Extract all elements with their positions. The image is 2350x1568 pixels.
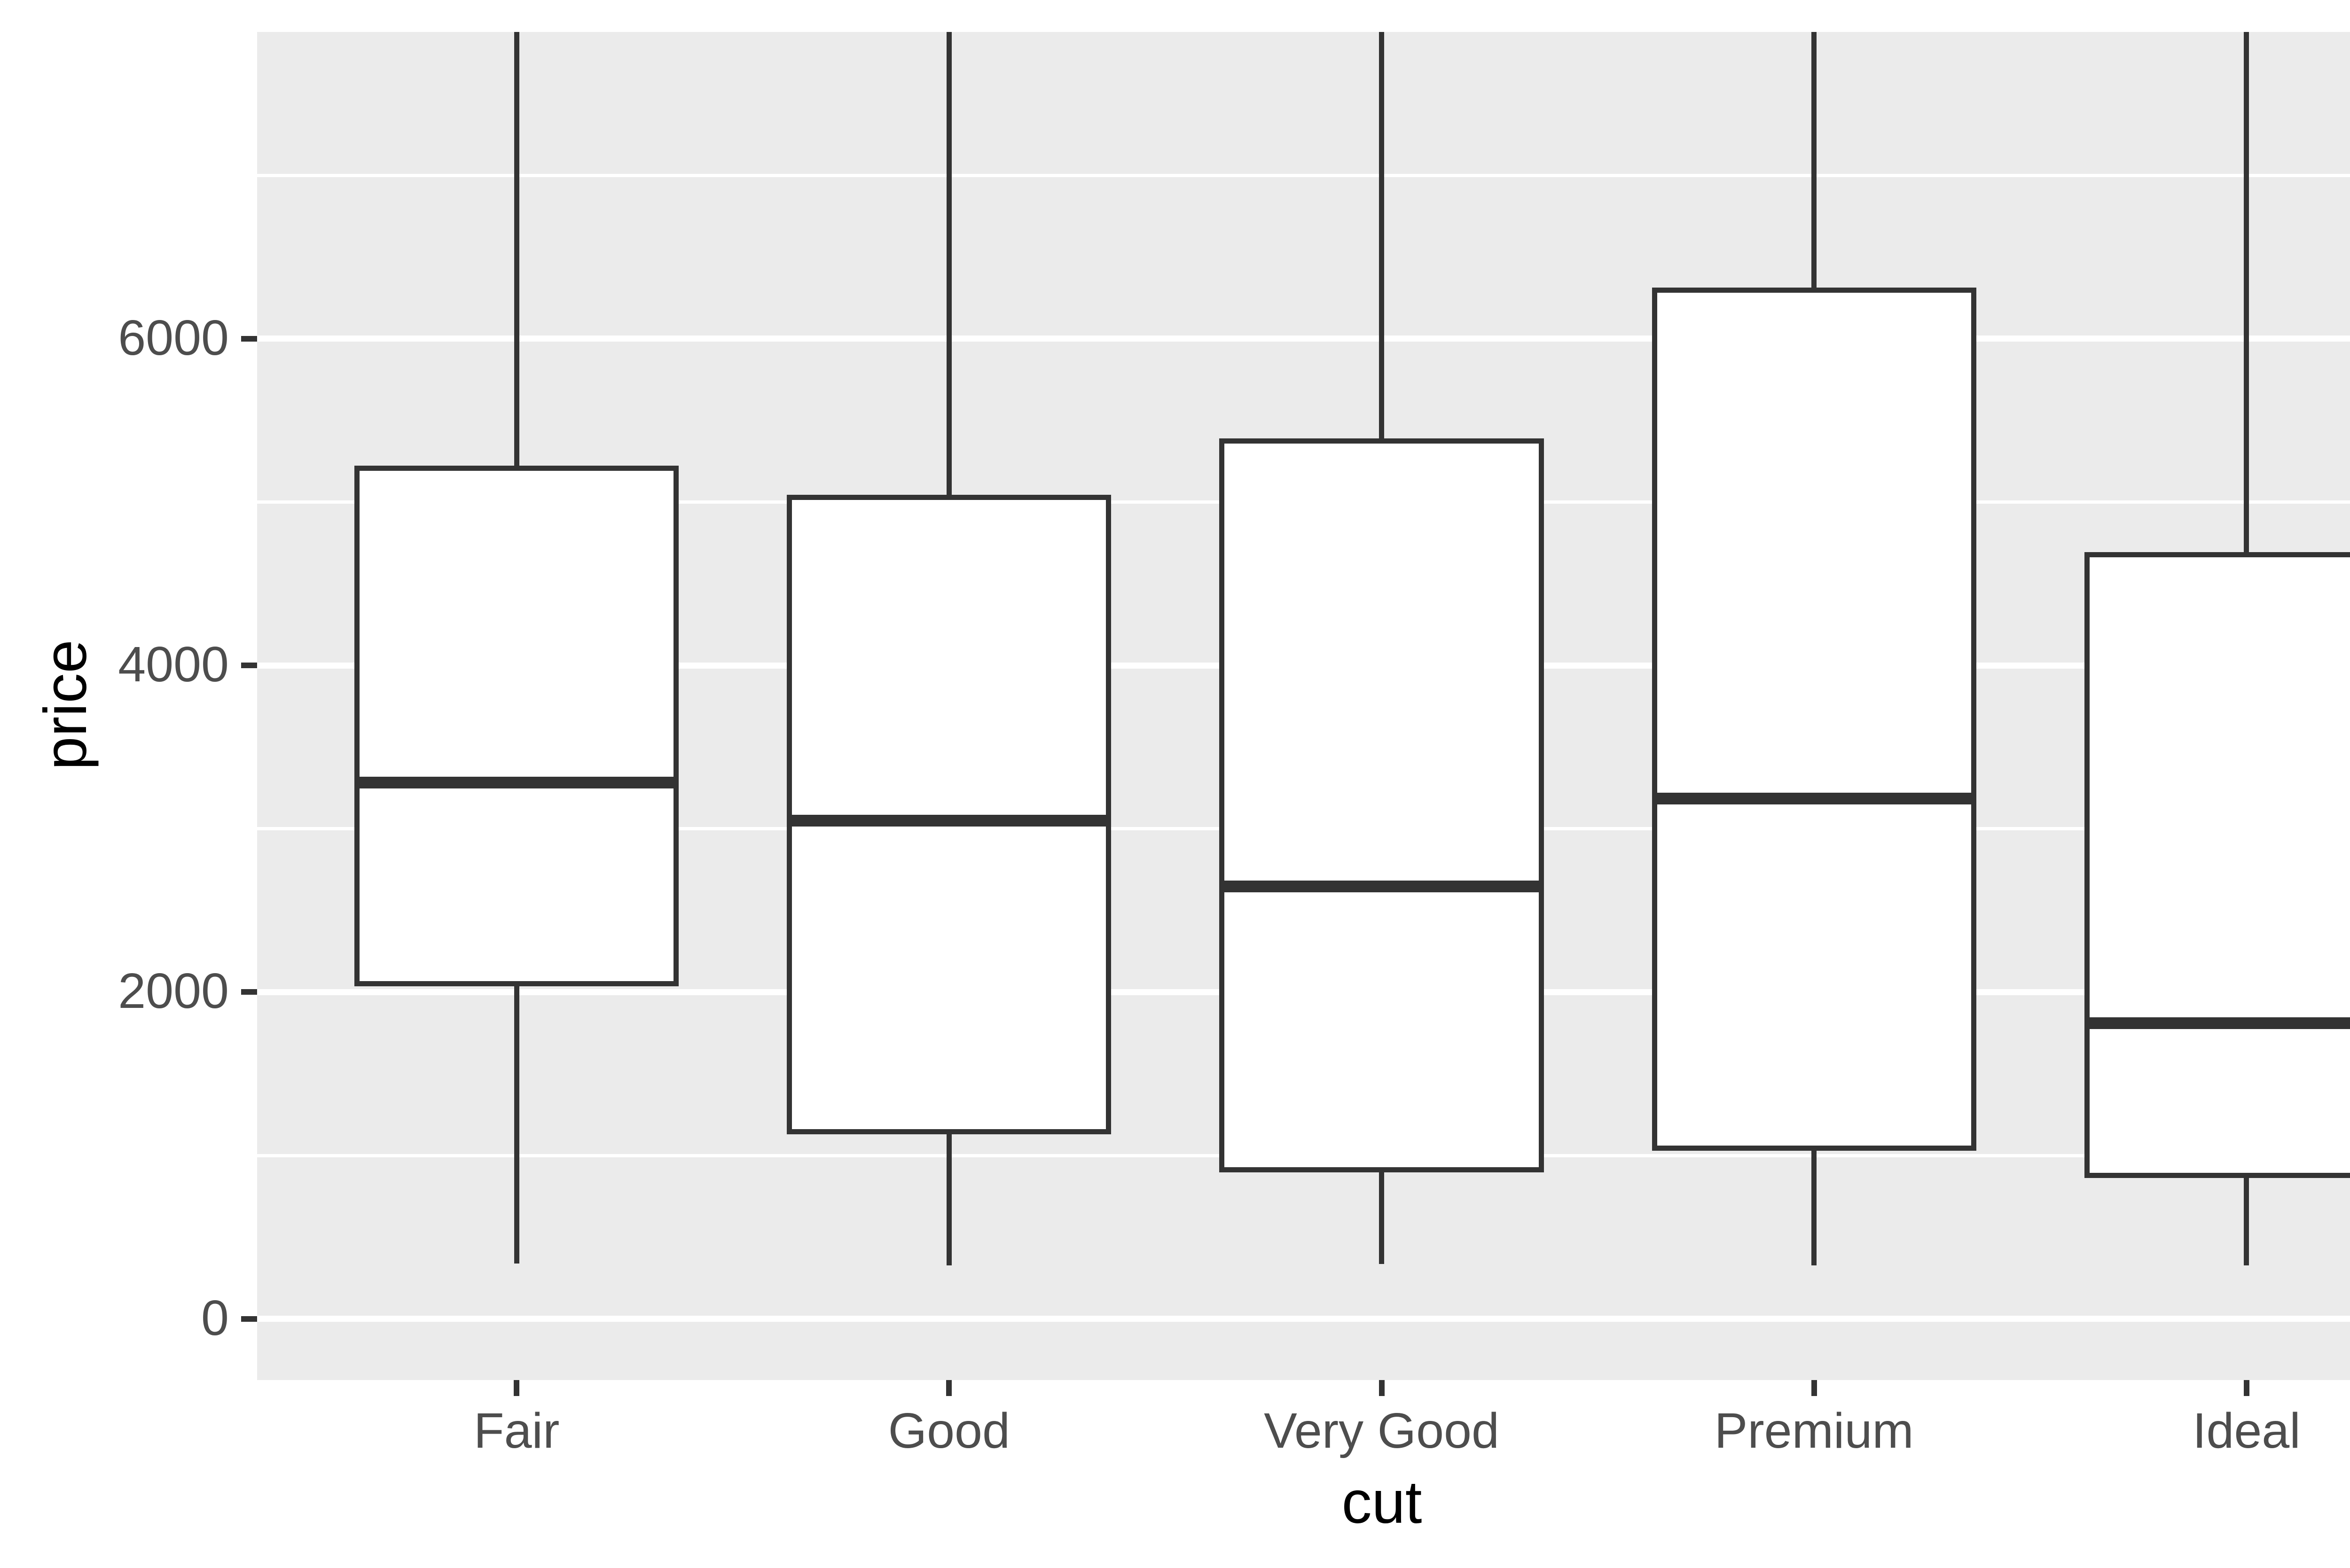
x-tick-mark — [2243, 1380, 2249, 1396]
median-line — [1219, 880, 1544, 892]
x-tick-mark — [514, 1380, 520, 1396]
iqr-box — [1219, 438, 1544, 1173]
median-line — [354, 777, 679, 789]
major-gridline — [257, 1316, 2350, 1322]
y-tick-mark — [241, 335, 257, 342]
y-axis-title: price — [32, 640, 99, 770]
iqr-box — [354, 466, 679, 987]
minor-gridline — [257, 173, 2350, 177]
x-tick-mark — [1379, 1380, 1385, 1396]
plot-panel — [257, 32, 2350, 1380]
x-tick-label: Good — [888, 1403, 1010, 1459]
median-line — [1652, 792, 1976, 804]
y-tick-label: 4000 — [118, 636, 229, 692]
median-line — [2084, 1017, 2350, 1029]
x-tick-label: Premium — [1714, 1403, 1914, 1459]
y-tick-mark — [241, 1316, 257, 1322]
major-gridline — [257, 335, 2350, 342]
iqr-box — [1652, 288, 1976, 1151]
median-line — [787, 814, 1112, 827]
y-tick-mark — [241, 663, 257, 669]
y-tick-mark — [241, 989, 257, 995]
iqr-box — [2084, 552, 2350, 1178]
x-tick-label: Fair — [473, 1403, 560, 1459]
x-tick-label: Very Good — [1264, 1403, 1499, 1459]
y-tick-label: 2000 — [118, 963, 229, 1019]
x-tick-label: Ideal — [2192, 1403, 2301, 1459]
y-tick-label: 6000 — [118, 310, 229, 366]
x-axis-title: cut — [1341, 1469, 1422, 1536]
iqr-box — [787, 495, 1112, 1135]
x-tick-mark — [1811, 1380, 1817, 1396]
x-tick-mark — [946, 1380, 952, 1396]
y-tick-label: 0 — [201, 1290, 229, 1346]
